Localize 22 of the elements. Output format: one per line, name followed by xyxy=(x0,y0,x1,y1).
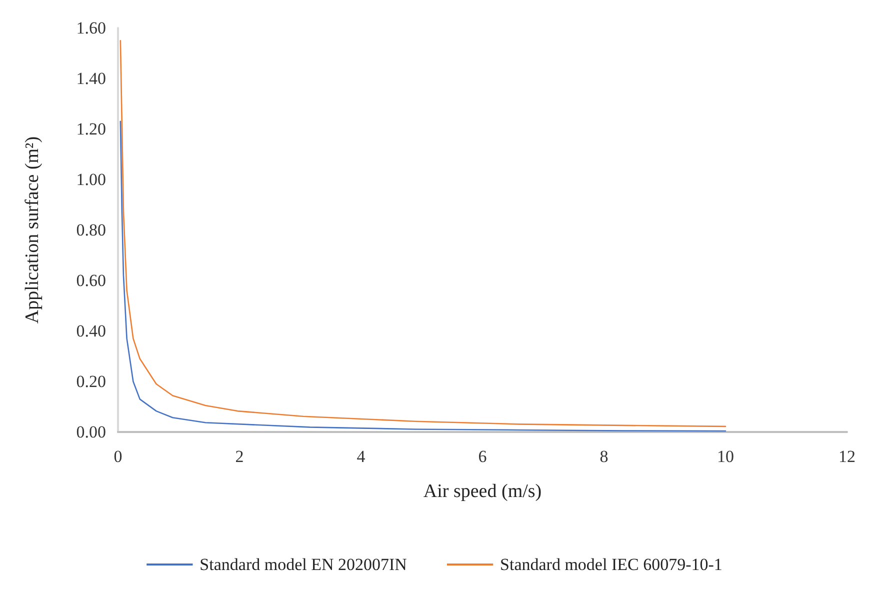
x-tick-label: 6 xyxy=(478,447,487,466)
x-tick-label: 2 xyxy=(235,447,244,466)
legend-label: Standard model IEC 60079-10-1 xyxy=(500,555,722,574)
y-tick-label: 1.60 xyxy=(76,18,106,38)
legend-label: Standard model EN 202007IN xyxy=(200,555,407,574)
y-axis-title: Application surface (m²) xyxy=(22,136,43,324)
line-series xyxy=(120,120,726,432)
y-tick-label: 0.60 xyxy=(76,271,106,290)
y-tick-label: 0.00 xyxy=(76,422,106,442)
y-tick-label: 0.40 xyxy=(76,322,106,340)
y-tick-label: 1.00 xyxy=(76,170,106,189)
y-tick-label: 0.20 xyxy=(76,372,106,391)
x-tick-label: 4 xyxy=(356,447,366,466)
x-tick-label: 0 xyxy=(114,447,122,466)
y-tick-label: 1.40 xyxy=(76,69,106,88)
line-series xyxy=(120,40,726,428)
x-axis-title: Air speed (m/s) xyxy=(423,481,542,502)
x-tick-label: 12 xyxy=(838,447,856,466)
y-tick-label: 0.80 xyxy=(76,220,106,240)
x-tick-label: 10 xyxy=(717,447,734,466)
x-tick-label: 8 xyxy=(600,447,608,466)
y-tick-label: 1.20 xyxy=(76,120,106,138)
